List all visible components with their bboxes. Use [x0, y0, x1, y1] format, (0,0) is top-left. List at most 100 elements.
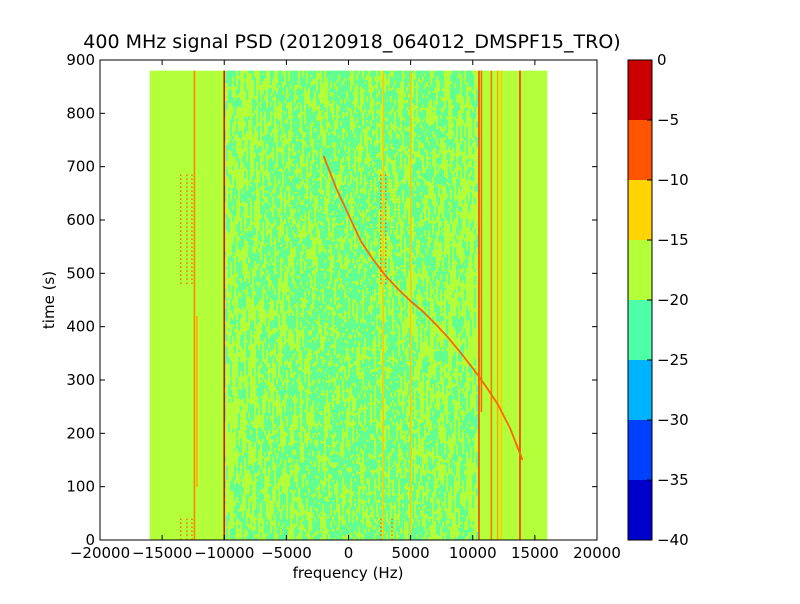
- noise-streak: [420, 505, 422, 511]
- noise-streak: [284, 175, 286, 192]
- noise-streak: [440, 100, 442, 109]
- noise-streak: [258, 266, 260, 283]
- noise-streak: [462, 125, 464, 138]
- noise-streak: [248, 140, 250, 148]
- noise-streak: [326, 501, 328, 517]
- noise-streak: [292, 350, 294, 355]
- noise-streak: [388, 162, 390, 172]
- noise-streak: [342, 337, 344, 348]
- noise-streak: [254, 510, 256, 517]
- noise-streak: [396, 501, 398, 514]
- noise-streak: [304, 351, 306, 359]
- noise-streak: [294, 212, 296, 219]
- noise-streak: [294, 355, 296, 371]
- noise-streak: [402, 440, 404, 453]
- noise-streak: [376, 272, 378, 278]
- noise-streak: [448, 486, 450, 492]
- noise-streak: [314, 467, 316, 477]
- noise-streak: [444, 288, 446, 291]
- noise-streak: [394, 424, 396, 439]
- noise-streak: [248, 529, 250, 540]
- noise-streak: [432, 256, 434, 272]
- noise-streak: [244, 127, 246, 134]
- noise-streak: [302, 359, 304, 370]
- noise-streak: [354, 114, 356, 122]
- noise-streak: [376, 402, 378, 407]
- noise-streak: [400, 271, 402, 280]
- noise-streak: [340, 71, 342, 81]
- noise-streak: [412, 380, 414, 387]
- noise-streak: [442, 77, 444, 88]
- noise-streak: [330, 146, 332, 159]
- noise-streak: [256, 310, 258, 324]
- noise-streak: [250, 71, 252, 73]
- noise-streak: [360, 412, 362, 422]
- noise-streak: [394, 133, 396, 151]
- noise-streak: [230, 175, 232, 184]
- noise-streak: [406, 395, 408, 400]
- noise-streak: [342, 71, 344, 81]
- noise-streak: [342, 459, 344, 466]
- noise-streak: [360, 127, 362, 132]
- noise-streak: [264, 176, 266, 188]
- noise-streak: [242, 374, 244, 376]
- noise-streak: [324, 287, 326, 303]
- noise-streak: [286, 456, 288, 473]
- noise-streak: [472, 495, 474, 508]
- noise-streak: [384, 450, 386, 467]
- noise-streak: [300, 205, 302, 215]
- noise-streak: [228, 385, 230, 396]
- noise-streak: [380, 432, 382, 437]
- noise-streak: [296, 502, 298, 510]
- noise-streak: [420, 196, 422, 212]
- noise-streak: [460, 416, 462, 423]
- noise-streak: [356, 520, 358, 533]
- noise-streak: [262, 324, 264, 342]
- noise-streak: [284, 446, 286, 460]
- noise-streak: [392, 112, 394, 125]
- noise-streak: [322, 352, 324, 357]
- noise-streak: [396, 310, 398, 324]
- noise-streak: [334, 89, 336, 102]
- noise-streak: [332, 71, 334, 83]
- noise-streak: [468, 71, 470, 87]
- noise-streak: [260, 369, 262, 374]
- noise-streak: [440, 483, 442, 497]
- noise-streak: [328, 260, 330, 268]
- noise-streak: [242, 206, 244, 213]
- noise-streak: [336, 358, 338, 364]
- noise-streak: [392, 496, 394, 506]
- noise-streak: [250, 250, 252, 268]
- noise-streak: [292, 71, 294, 82]
- noise-streak: [262, 94, 264, 101]
- noise-streak: [226, 515, 228, 526]
- noise-streak: [292, 385, 294, 398]
- noise-streak: [306, 290, 308, 300]
- noise-streak: [424, 464, 426, 470]
- noise-streak: [336, 405, 338, 423]
- noise-streak: [402, 414, 404, 423]
- noise-streak: [426, 427, 428, 433]
- noise-streak: [422, 301, 424, 306]
- noise-streak: [264, 235, 266, 244]
- noise-streak: [472, 112, 474, 129]
- noise-streak: [334, 327, 336, 329]
- noise-streak: [266, 317, 268, 326]
- noise-streak: [356, 451, 358, 454]
- noise-streak: [376, 98, 378, 101]
- noise-streak: [432, 294, 434, 299]
- noise-streak: [344, 378, 346, 390]
- noise-streak: [240, 313, 242, 318]
- noise-streak: [238, 413, 240, 431]
- noise-streak: [260, 479, 262, 490]
- noise-streak: [400, 202, 402, 218]
- noise-streak: [350, 184, 352, 192]
- noise-streak: [456, 265, 458, 280]
- noise-streak: [324, 374, 326, 376]
- colorbar-tick-label: −40: [657, 531, 689, 549]
- noise-streak: [428, 71, 430, 86]
- noise-streak: [262, 380, 264, 395]
- noise-streak: [436, 489, 438, 499]
- noise-streak: [388, 139, 390, 156]
- noise-streak: [372, 277, 374, 295]
